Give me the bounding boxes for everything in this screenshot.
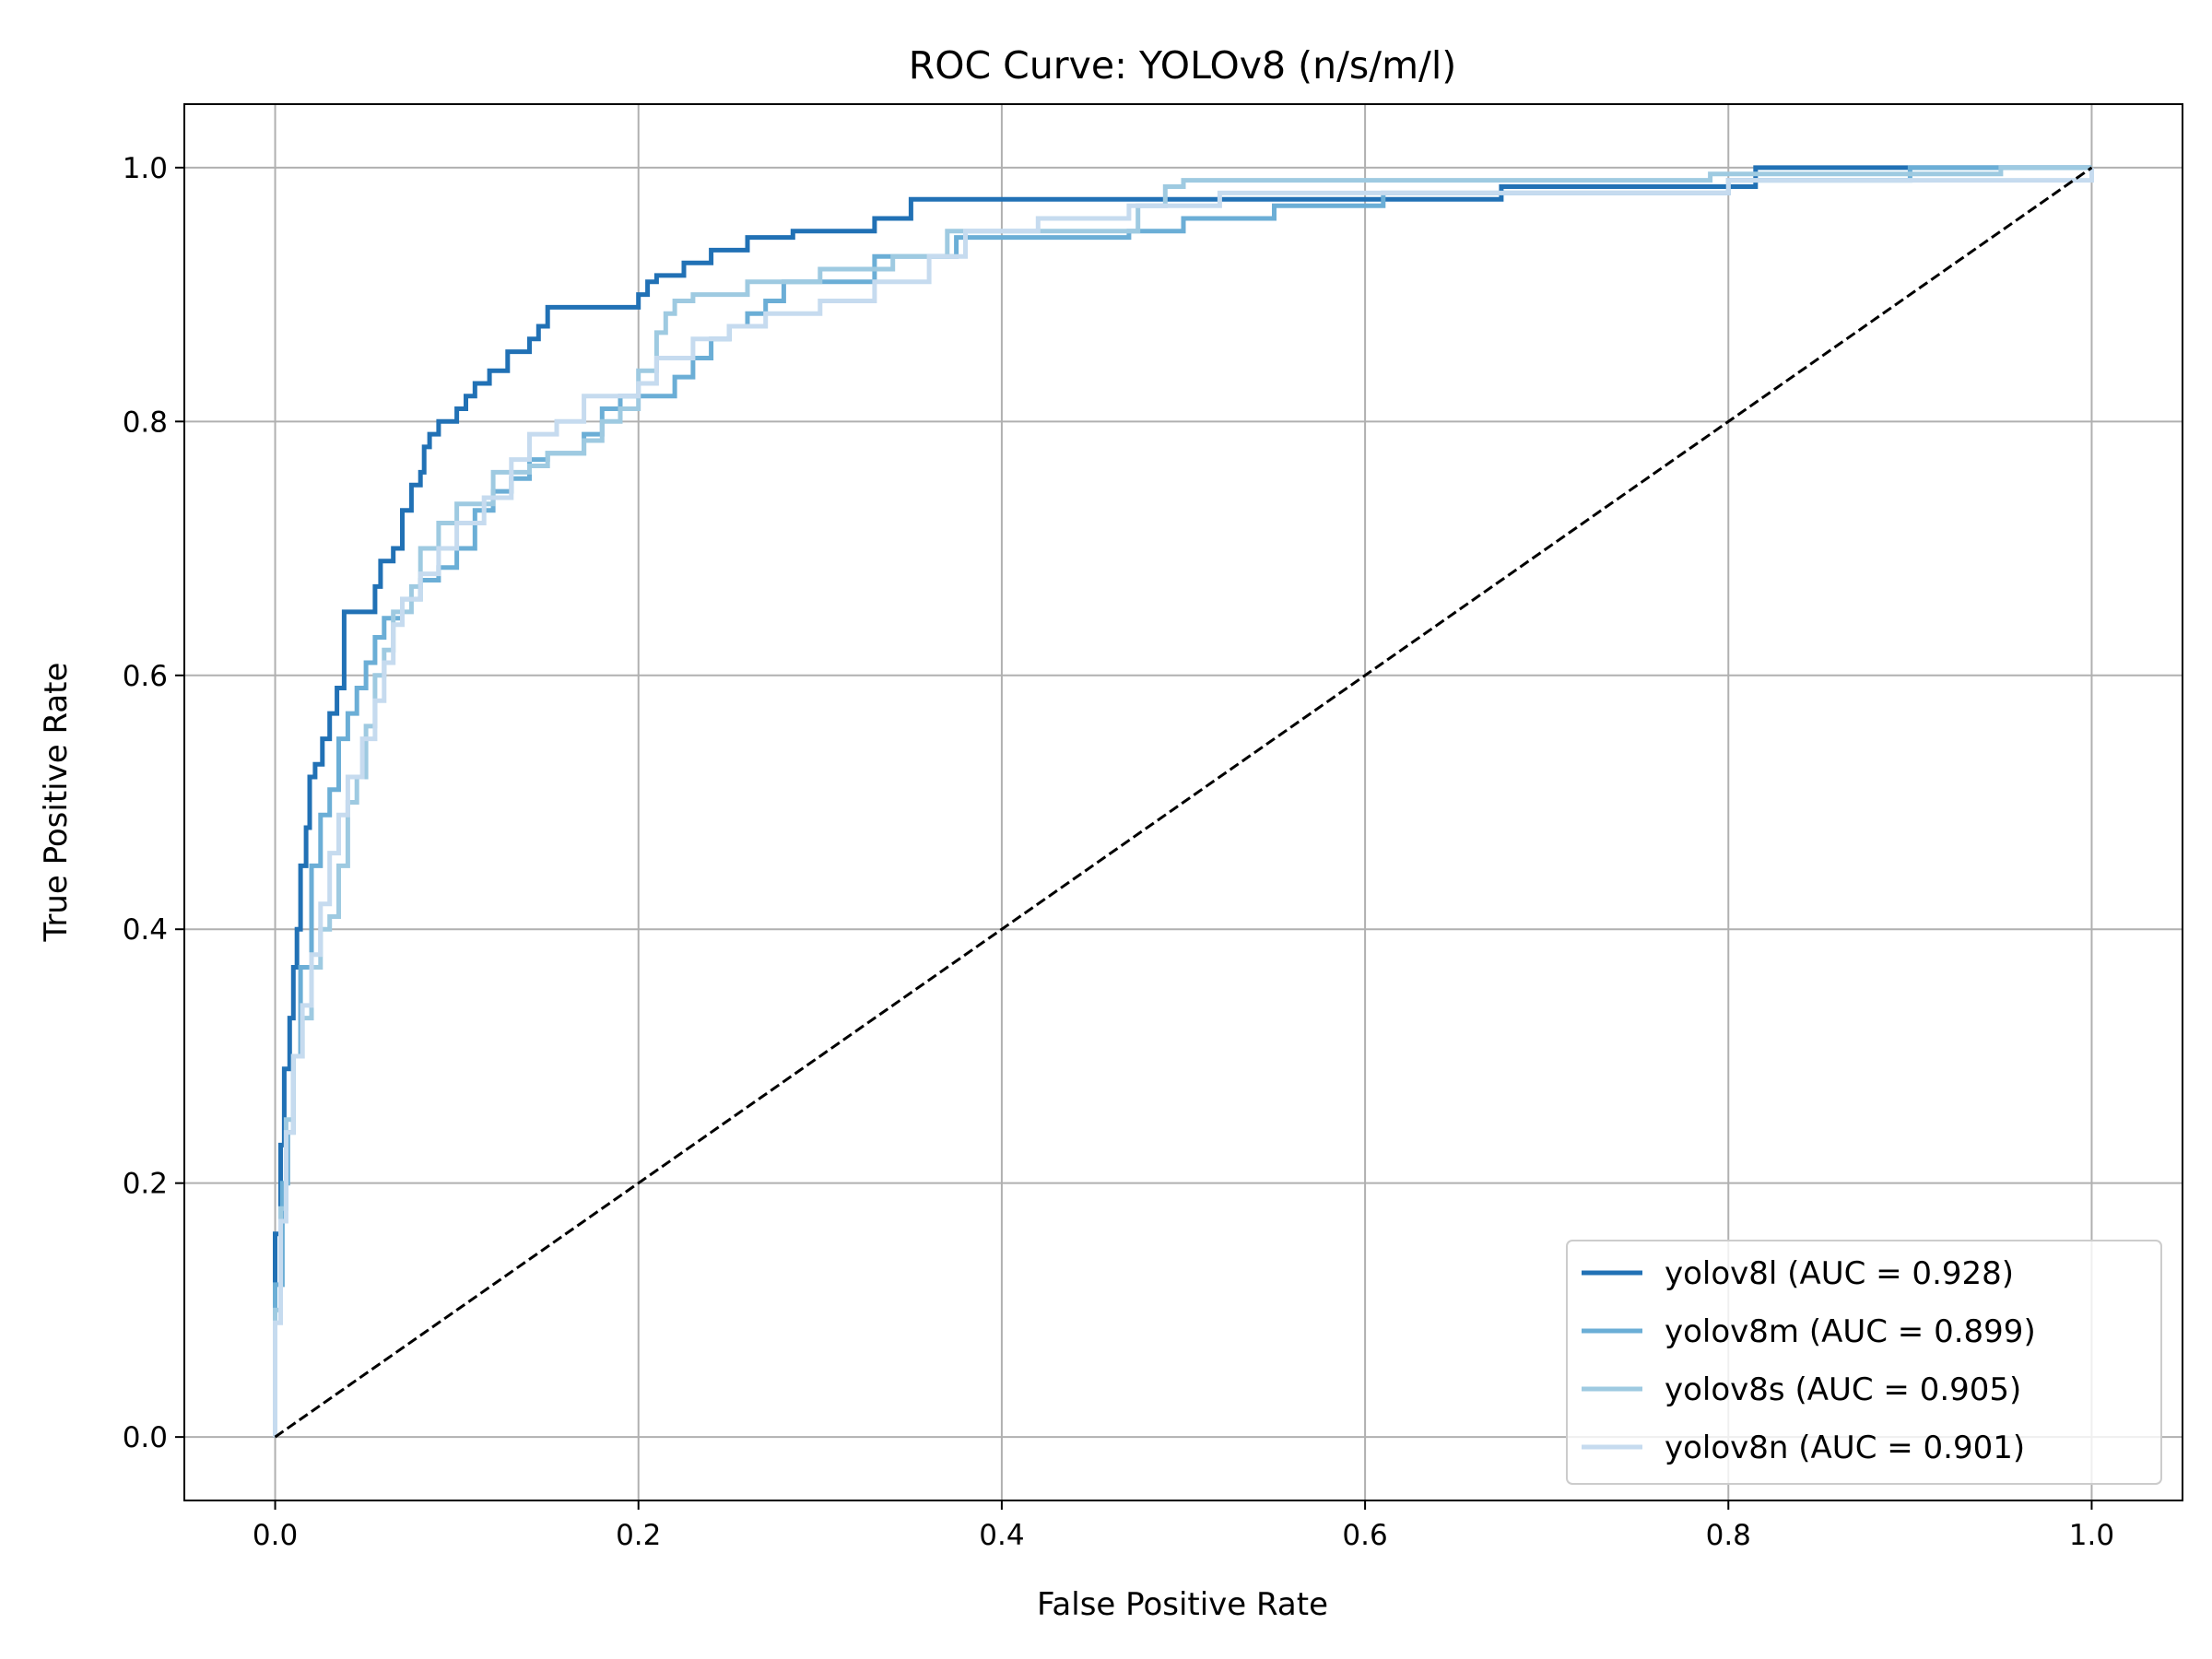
legend-label-1: yolov8m (AUC = 0.899) bbox=[1665, 1313, 2036, 1350]
x-tick-label: 0.0 bbox=[253, 1519, 298, 1552]
grid bbox=[184, 104, 2183, 1500]
y-tick-label: 1.0 bbox=[123, 152, 168, 185]
legend-box bbox=[1566, 1240, 2162, 1485]
y-tick-label: 0.2 bbox=[123, 1168, 168, 1201]
x-tick-label: 0.8 bbox=[1706, 1519, 1751, 1552]
x-tick-label: 1.0 bbox=[2069, 1519, 2114, 1552]
plot-area bbox=[273, 165, 2094, 1439]
y-tick-label: 0.6 bbox=[123, 660, 168, 693]
y-tick-label: 0.0 bbox=[123, 1421, 168, 1454]
series-line-3 bbox=[273, 167, 2094, 1438]
chance-diagonal bbox=[274, 166, 2093, 1439]
chart-title: ROC Curve: YOLOv8 (n/s/m/l) bbox=[909, 43, 1456, 88]
plot-frame bbox=[183, 103, 2183, 1501]
series-layer bbox=[273, 165, 2094, 1439]
x-tick-label: 0.6 bbox=[1342, 1519, 1387, 1552]
y-tick-label: 0.8 bbox=[123, 406, 168, 439]
legend-label-3: yolov8n (AUC = 0.901) bbox=[1665, 1430, 2025, 1466]
axis-ticks: 0.0 0.2 0.4 0.6 0.8 1.0 0.0 0.2 0.4 0.6 0.8 1.0 bbox=[123, 152, 2114, 1552]
series-line-0 bbox=[273, 165, 2092, 1438]
legend: yolov8l (AUC = 0.928) yolov8m (AUC = 0.89… bbox=[1566, 1240, 2162, 1485]
x-tick-label: 0.4 bbox=[979, 1519, 1024, 1552]
x-axis-title: False Positive Rate bbox=[1037, 1586, 1328, 1623]
x-tick-label: 0.2 bbox=[616, 1519, 661, 1552]
legend-label-0: yolov8l (AUC = 0.928) bbox=[1665, 1255, 2014, 1292]
legend-label-2: yolov8s (AUC = 0.905) bbox=[1665, 1371, 2021, 1408]
y-axis-title: True Positive Rate bbox=[38, 663, 75, 943]
y-tick-label: 0.4 bbox=[123, 913, 168, 947]
